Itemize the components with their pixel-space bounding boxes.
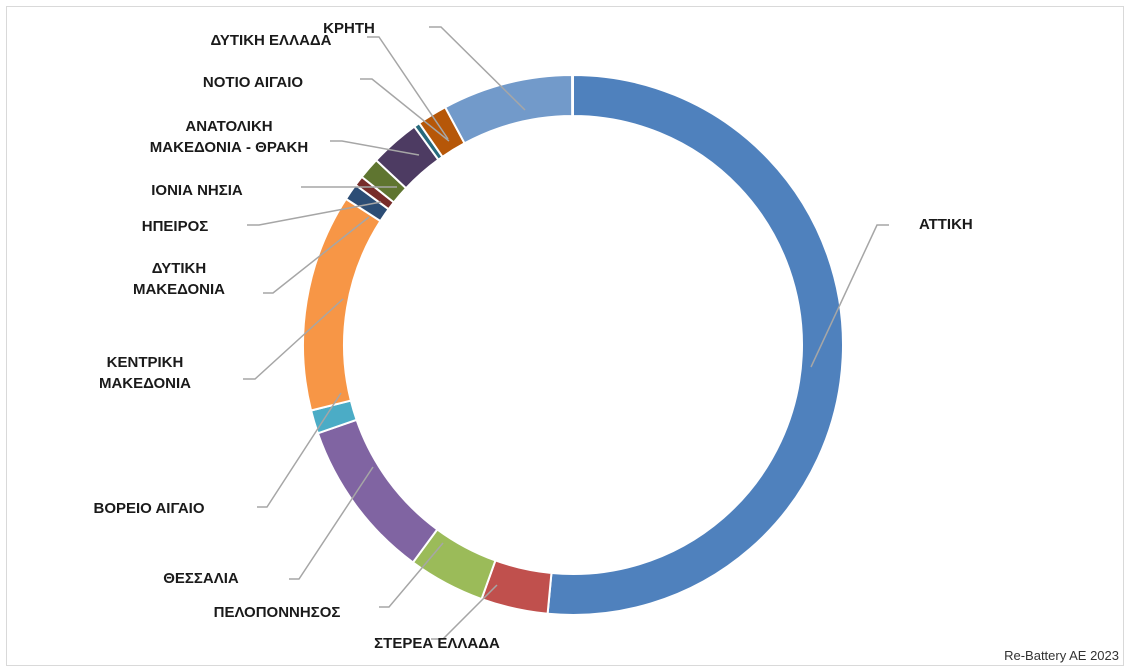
- slice-label-0: ΑΤΤΙΚΗ: [919, 216, 973, 233]
- leader-lines: [243, 26, 889, 640]
- slice-label-11: ΔΥΤΙΚΗ ΕΛΛΑΔΑ: [210, 32, 331, 49]
- slice-label-9: ΑΝΑΤΟΛΙΚΗ ΜΑΚΕΔΟΝΙΑ - ΘΡΑΚΗ: [150, 118, 308, 156]
- leader-line-3: [289, 466, 374, 580]
- leader-line-9: [330, 140, 420, 156]
- chart-area: ΑΤΤΙΚΗ ΣΤΕΡΕΑ ΕΛΛΑΔΑ ΠΕΛΟΠΟΝΝΗΣΟΣ ΘΕΣΣΑΛΙΑ Β…: [6, 6, 1124, 666]
- slice-label-4: ΒΟΡΕΙΟ ΑΙΓΑΙΟ: [93, 500, 204, 517]
- leader-line-10: [360, 78, 450, 142]
- slice-label-6: ΔΥΤΙΚΗ ΜΑΚΕΔΟΝΙΑ: [133, 260, 225, 298]
- slice-labels: ΑΤΤΙΚΗ ΣΤΕΡΕΑ ΕΛΛΑΔΑ ΠΕΛΟΠΟΝΝΗΣΟΣ ΘΕΣΣΑΛΙΑ Β…: [93, 20, 972, 652]
- slice-12: [443, 73, 574, 145]
- credit-text: Re-Battery AE 2023: [1004, 648, 1119, 663]
- slice-label-8: ΙΟΝΙΑ ΝΗΣΙΑ: [151, 182, 243, 199]
- slice-5: [302, 197, 382, 412]
- slice-label-2: ΠΕΛΟΠΟΝΝΗΣΟΣ: [214, 604, 341, 621]
- slice-13: [571, 73, 574, 118]
- slices: [302, 73, 844, 616]
- leader-line-4: [257, 392, 342, 508]
- leader-line-5: [243, 298, 344, 380]
- slice-label-10: ΝΟΤΙΟ ΑΙΓΑΙΟ: [203, 74, 303, 91]
- leader-line-12: [429, 26, 526, 111]
- leader-line-0: [810, 224, 889, 368]
- slice-label-1: ΣΤΕΡΕΑ ΕΛΛΑΔΑ: [374, 635, 500, 652]
- leader-line-1: [431, 584, 498, 640]
- donut-chart: ΑΤΤΙΚΗ ΣΤΕΡΕΑ ΕΛΛΑΔΑ ΠΕΛΟΠΟΝΝΗΣΟΣ ΘΕΣΣΑΛΙΑ Β…: [93, 20, 972, 652]
- leader-line-11: [367, 36, 449, 140]
- slice-0: [546, 73, 844, 616]
- slice-label-5: ΚΕΝΤΡΙΚΗ ΜΑΚΕΔΟΝΙΑ: [99, 354, 191, 392]
- leader-line-6: [263, 216, 370, 294]
- slice-label-7: ΗΠΕΙΡΟΣ: [142, 218, 209, 235]
- leader-line-7: [247, 201, 382, 226]
- slice-label-12: ΚΡΗΤΗ: [323, 20, 375, 37]
- leader-line-2: [379, 542, 444, 608]
- slice-3: [316, 418, 439, 564]
- slice-label-3: ΘΕΣΣΑΛΙΑ: [163, 570, 239, 587]
